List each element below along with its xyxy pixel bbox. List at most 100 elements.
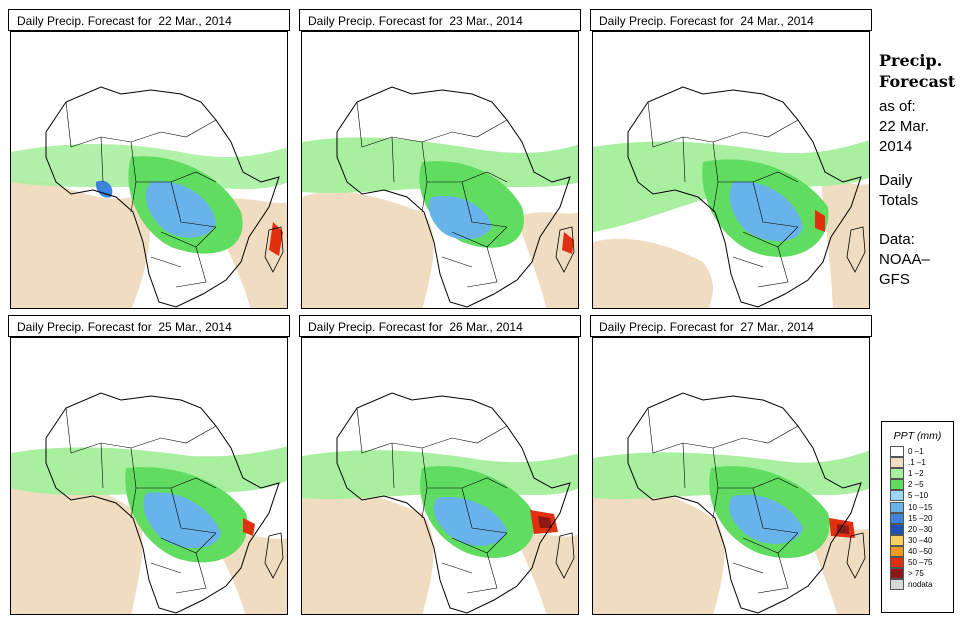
- legend-item: 2 –5: [882, 479, 953, 491]
- panel-title-6: Daily Precip. Forecast for 27 Mar., 2014: [590, 315, 872, 337]
- panel-title-1: Daily Precip. Forecast for 22 Mar., 2014: [8, 9, 290, 31]
- madagascar: [555, 226, 575, 273]
- sidebar-data-line3: GFS: [879, 271, 910, 288]
- sidebar-asof-line2: 22 Mar.: [879, 118, 930, 135]
- panel-title-5: Daily Precip. Forecast for 26 Mar., 2014: [299, 315, 581, 337]
- sidebar-type-line1: Daily: [879, 172, 913, 189]
- map-panel-4: [10, 337, 288, 615]
- legend-label: 0 –1: [908, 447, 924, 457]
- legend-swatch: [890, 490, 904, 502]
- sidebar-asof-line1: as of:: [879, 98, 916, 115]
- sand-field-2: [808, 528, 869, 614]
- sand-field: [593, 238, 713, 308]
- sand-field: [593, 485, 725, 614]
- sand-field-2: [517, 534, 578, 614]
- rain-core-2: [95, 180, 113, 198]
- legend-item: 10 –15: [882, 501, 953, 513]
- legend-rows: 0 –1.1 –1 1 –2 2 –5 5 –10 10 –15 15 –20 20 –30…: [882, 446, 953, 591]
- legend-item: 30 –40: [882, 534, 953, 546]
- legend-title: PPT (mm): [893, 430, 942, 442]
- legend-swatch: [890, 457, 904, 469]
- legend-swatch: [890, 523, 904, 535]
- rain-heavy: [145, 181, 216, 238]
- sand-field: [302, 191, 434, 308]
- sidebar-data-line1: Data:: [879, 231, 915, 248]
- precip-map-2: [302, 86, 578, 308]
- legend-item: 5 –10: [882, 490, 953, 502]
- map-panel-2: [301, 31, 579, 309]
- precip-legend: PPT (mm) 0 –1.1 –1 1 –2 2 –5 5 –10 10 –15 15 …: [881, 421, 954, 613]
- legend-item: > 75: [882, 568, 953, 580]
- rain-heavy: [428, 196, 492, 240]
- africa-outline: [336, 86, 571, 308]
- legend-label: 40 –50: [908, 546, 933, 556]
- legend-label: 2 –5: [908, 480, 924, 490]
- legend-item: 40 –50: [882, 545, 953, 557]
- africa-outline: [627, 86, 862, 308]
- africa-outline: [45, 86, 280, 308]
- precip-map-5: [302, 392, 578, 614]
- legend-item: 50 –75: [882, 556, 953, 568]
- legend-swatch: [890, 579, 904, 591]
- legend-swatch: [890, 468, 904, 480]
- cyclone-core: [837, 524, 849, 534]
- sidebar-type-line2: Totals: [879, 192, 919, 209]
- legend-label: 1 –2: [908, 469, 924, 479]
- cyclone: [269, 222, 283, 256]
- legend-label: 30 –40: [908, 535, 933, 545]
- sand-field: [11, 180, 150, 308]
- sand-field-2: [821, 180, 869, 308]
- map-panel-5: [301, 337, 579, 615]
- legend-label: .1 –1: [908, 458, 926, 468]
- rain-heavy: [729, 494, 803, 544]
- map-panel-3: [592, 31, 870, 309]
- legend-label: 15 –20: [908, 513, 933, 523]
- legend-item: .1 –1: [882, 457, 953, 469]
- legend-label: 10 –15: [908, 502, 933, 512]
- panel-title-4: Daily Precip. Forecast for 25 Mar., 2014: [8, 315, 290, 337]
- legend-swatch: [890, 512, 904, 524]
- precip-map-4: [11, 392, 287, 614]
- sand-field: [11, 475, 143, 614]
- africa-outline: [627, 392, 862, 614]
- rain-heavy: [143, 492, 221, 549]
- legend-label: 50 –75: [908, 557, 933, 567]
- cyclone: [562, 232, 574, 254]
- country-borders: [356, 101, 508, 288]
- legend-item: 0 –1: [882, 446, 953, 458]
- legend-swatch: [890, 446, 904, 458]
- madagascar: [846, 226, 866, 273]
- legend-swatch: [890, 534, 904, 546]
- country-borders: [356, 407, 508, 594]
- country-borders: [65, 101, 217, 288]
- legend-item: 15 –20: [882, 512, 953, 524]
- africa-outline: [45, 392, 280, 614]
- rain-heavy: [729, 181, 803, 242]
- precip-map-3: [593, 86, 869, 308]
- africa-outline: [336, 392, 571, 614]
- madagascar: [264, 226, 284, 273]
- legend-swatch: [890, 479, 904, 491]
- legend-label: 5 –10: [908, 491, 929, 501]
- madagascar: [555, 532, 575, 579]
- sidebar-asof-line3: 2014: [879, 138, 913, 155]
- country-borders: [647, 101, 799, 288]
- country-borders: [65, 407, 217, 594]
- legend-swatch: [890, 501, 904, 513]
- legend-item: 20 –30: [882, 523, 953, 535]
- precip-map-1: [11, 86, 287, 308]
- panel-title-2: Daily Precip. Forecast for 23 Mar., 2014: [299, 9, 581, 31]
- legend-item: nodata: [882, 579, 953, 591]
- madagascar: [264, 532, 284, 579]
- madagascar: [846, 532, 866, 579]
- legend-item: 1 –2: [882, 468, 953, 480]
- precip-map-6: [593, 392, 869, 614]
- legend-swatch: [890, 568, 904, 580]
- legend-swatch: [890, 545, 904, 557]
- sand-field: [302, 485, 434, 614]
- cyclone-core: [538, 516, 552, 528]
- sidebar-data-line2: NOAA–: [879, 251, 930, 268]
- legend-label: 20 –30: [908, 524, 933, 534]
- sidebar-title-line2: Forecast: [879, 72, 956, 91]
- panel-title-3: Daily Precip. Forecast for 24 Mar., 2014: [590, 9, 872, 31]
